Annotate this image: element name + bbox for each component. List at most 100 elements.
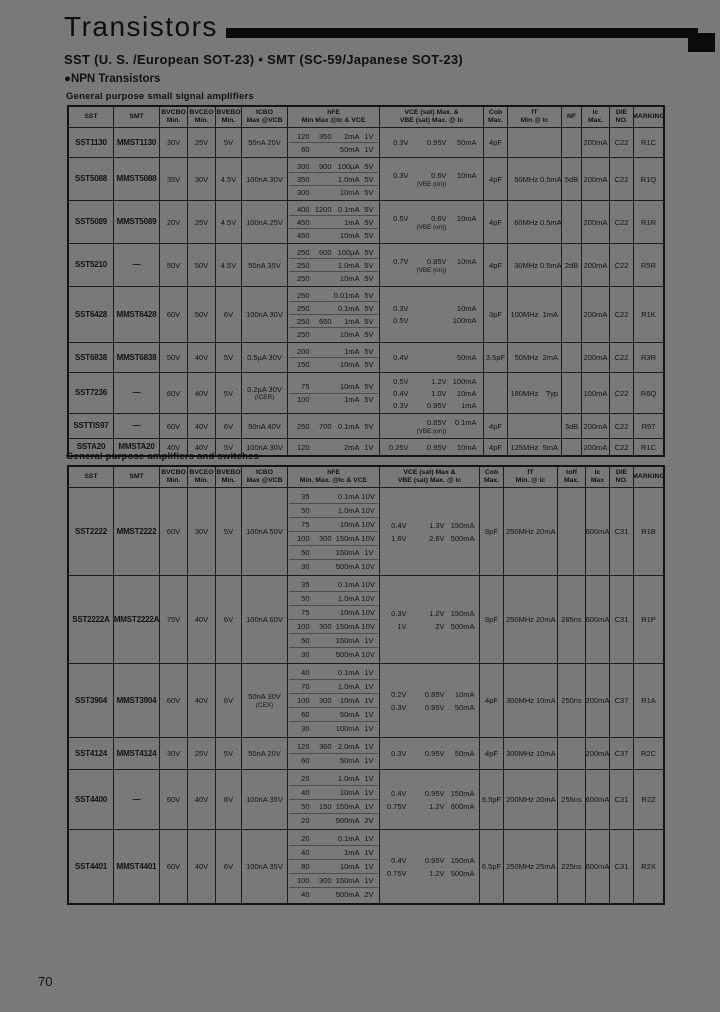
ft-line: 50MHz 0.5mA bbox=[509, 173, 561, 185]
hfe-value: 40 bbox=[301, 890, 310, 900]
vce-sat-line: 0.3V 0.6V 10mA bbox=[381, 169, 482, 181]
column-header: NF bbox=[561, 107, 581, 128]
cell-icbo: 50nA 35V bbox=[241, 244, 287, 287]
cell-nf: 2dB bbox=[561, 244, 581, 287]
cell-ic_max: 600mA bbox=[585, 488, 609, 576]
cell-icbo: 0.2µA 30V (ICER) bbox=[241, 373, 287, 414]
hfe-value: 150mA bbox=[335, 876, 360, 886]
vce-sat-line: 0.3V 0.95V 50mA bbox=[381, 137, 482, 149]
vce-sat-value: 10mA bbox=[456, 170, 477, 180]
icbo-value: 100nA 60V bbox=[246, 615, 283, 625]
cell-ic_max: 600mA bbox=[585, 770, 609, 830]
hfe-value: 300 bbox=[296, 187, 310, 197]
ft-value: 100MHz bbox=[510, 310, 539, 320]
hfe-line: 100 300 150mA 10V bbox=[289, 532, 378, 547]
vce-sat-value: 0.3V bbox=[393, 170, 409, 180]
hfe-value: 50 bbox=[301, 506, 310, 516]
vce-sat-value: 1.0V bbox=[431, 388, 447, 398]
hfe-line: 75 10mA 10V bbox=[289, 606, 378, 621]
cell-ic_max: 200mA bbox=[581, 244, 609, 287]
cell-icbo: 100nA 50V bbox=[241, 488, 287, 576]
cell-icbo: 100nA 30V bbox=[241, 158, 287, 201]
hfe-value: 10mA bbox=[339, 359, 360, 369]
hfe-value: 70 bbox=[301, 682, 310, 692]
hfe-value: 500mA bbox=[335, 562, 360, 572]
vce-sat-value: 0.2V bbox=[391, 689, 407, 699]
cell-sst: SST3904 bbox=[75, 695, 107, 705]
page-number: 70 bbox=[38, 974, 53, 989]
cell-cob: 4pF bbox=[483, 158, 507, 201]
hfe-value: 10V bbox=[361, 608, 375, 618]
cell-marking: R5R bbox=[633, 244, 663, 287]
cell-bvceo: 40V bbox=[187, 439, 215, 456]
hfe-value: 1V bbox=[364, 848, 374, 858]
hfe-value: 60 bbox=[301, 756, 310, 766]
column-header: DIE NO. bbox=[609, 467, 633, 488]
hfe-line: 40 0.1mA 1V bbox=[289, 666, 378, 681]
cell-hfe: 250 600 100µA 5V 250 1.0mA 5V 250 10mA 5V bbox=[287, 244, 379, 287]
cell-nf bbox=[561, 343, 581, 373]
hfe-line: 70 1.0mA 1V bbox=[289, 680, 378, 695]
table-row: SSTA20 MMSTA20 40V 40V 5V 100nA 30V 120 2mA 1V 0.… bbox=[69, 438, 663, 456]
hfe-value: 5V bbox=[364, 395, 374, 405]
cell-smt: MMST5088 bbox=[113, 158, 159, 201]
hfe-value: 500mA bbox=[335, 650, 360, 660]
cell-ic_max: 600mA bbox=[585, 830, 609, 904]
cell-sst: SSTTIS97 bbox=[73, 421, 109, 431]
small-signal-amplifiers-table: SST SMT BVCBO Min. BVCEO Min. BVEBO Min. ICBO… bbox=[67, 105, 665, 458]
table-row: SSTTIS97 —60V 40V 6V 50nA 40V 250 700 0.1mA 5V 0.… bbox=[69, 413, 663, 439]
cell-nf: 5dB bbox=[561, 158, 581, 201]
hfe-value: 35 bbox=[301, 580, 310, 590]
cell-die: C22 bbox=[609, 373, 633, 414]
cell-smt: — bbox=[113, 770, 159, 830]
hfe-value: 5V bbox=[364, 230, 374, 240]
hfe-value: 300 bbox=[318, 876, 332, 886]
cell-marking: R2X bbox=[633, 830, 663, 904]
hfe-value: 360 bbox=[318, 742, 332, 752]
cell-nf bbox=[561, 439, 581, 456]
cell-bvceo: 40V bbox=[187, 373, 215, 414]
hfe-value: 1V bbox=[364, 774, 374, 784]
hfe-line: 35 0.1mA 10V bbox=[289, 490, 378, 505]
hfe-line: 400 1200 0.1mA 5V bbox=[289, 203, 378, 217]
cell-hfe: 250 0.01mA 5V 250 0.1mA 5V 250 650 1mA 5V 250 10mA 5… bbox=[287, 287, 379, 343]
cell-bvcbo: 60V bbox=[159, 830, 187, 904]
cell-bvcbo: 35V bbox=[159, 158, 187, 201]
vce-sat-value: 1.2V bbox=[431, 376, 447, 386]
hfe-value: 200 bbox=[296, 346, 310, 356]
hfe-line: 350 1.0mA 5V bbox=[289, 173, 378, 187]
icbo-value: 50nA 20V bbox=[248, 138, 281, 148]
cell-vce: 0.4V 0.95V 150mA 0.75V 1.2V 500mA bbox=[379, 830, 479, 904]
vce-sat-value: 1.2V bbox=[429, 608, 445, 618]
hfe-value: 50mA bbox=[339, 756, 360, 766]
hfe-value: 0.1mA bbox=[337, 303, 360, 313]
icbo-value: 100nA 35V bbox=[246, 862, 283, 872]
cell-bvebo: 5V bbox=[215, 439, 241, 456]
cell-die: C22 bbox=[609, 343, 633, 373]
hfe-value: 900 bbox=[318, 161, 332, 171]
hfe-value: 5V bbox=[364, 247, 374, 257]
icbo-note: (CEX) bbox=[255, 701, 274, 709]
cell-cob: 3pF bbox=[483, 287, 507, 343]
page-edge-tab bbox=[688, 33, 715, 52]
hfe-line: 200 1mA 5V bbox=[289, 345, 378, 359]
vce-sat-value: 50mA bbox=[454, 702, 475, 712]
cell-cob: 4pF bbox=[483, 244, 507, 287]
ft-ic-value: 5mA bbox=[542, 442, 558, 452]
cell-icbo: 50nA 30V (CEX) bbox=[241, 664, 287, 738]
hfe-value: 10mA bbox=[339, 608, 360, 618]
column-header: BVCBO Min. bbox=[159, 107, 187, 128]
ft-ic-value: 1mA bbox=[542, 310, 558, 320]
column-header: fT Min. @ Ic bbox=[503, 467, 557, 488]
cell-smt: MMST6428 bbox=[113, 287, 159, 343]
hfe-value: 10V bbox=[361, 562, 375, 572]
cell-cob: 8pF bbox=[479, 576, 503, 664]
vce-sat-line: 0.4V 1.0V 10mA bbox=[381, 387, 482, 399]
cell-bvcbo: 40V bbox=[159, 439, 187, 456]
cell-bvceo: 50V bbox=[187, 244, 215, 287]
vce-sat-value: 0.95V bbox=[426, 138, 447, 148]
hfe-value: 0.01mA bbox=[333, 290, 360, 300]
hfe-line: 100 300 150mA 1V bbox=[289, 874, 378, 889]
hfe-value: 20 bbox=[301, 834, 310, 844]
vce-sat-value: 0.95V bbox=[424, 855, 445, 865]
